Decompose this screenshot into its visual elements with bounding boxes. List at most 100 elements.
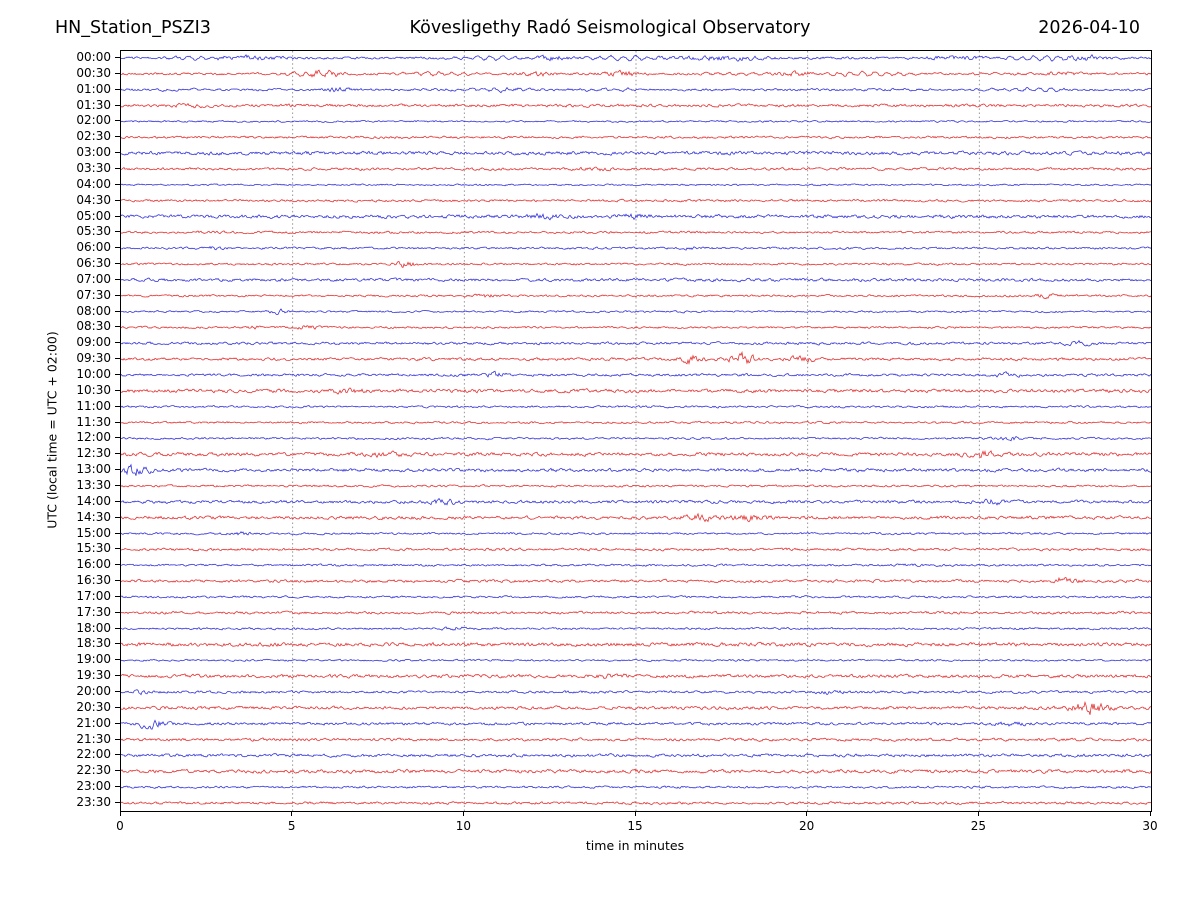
trace-row-2000 [121, 689, 1151, 696]
y-tick-mark [115, 564, 120, 566]
y-tick-mark [115, 532, 120, 534]
y-tick-label-0730: 07:30 [76, 287, 111, 302]
y-tick-label-1200: 12:00 [76, 430, 111, 445]
trace-row-1900 [121, 658, 1151, 662]
x-tick-mark [119, 811, 121, 816]
trace-row-0200 [121, 119, 1151, 123]
y-tick-label-1230: 12:30 [76, 446, 111, 461]
y-tick-label-0000: 00:00 [76, 50, 111, 64]
y-tick-label-1330: 13:30 [76, 477, 111, 492]
y-tick-label-2100: 21:00 [76, 715, 111, 730]
y-tick-label-0330: 03:30 [76, 160, 111, 175]
y-tick-mark [115, 183, 120, 185]
x-tick-mark [291, 811, 293, 816]
y-tick-label-1300: 13:00 [76, 462, 111, 477]
y-tick-label-0630: 06:30 [76, 256, 111, 271]
y-tick-label-2130: 21:30 [76, 731, 111, 746]
x-tick-mark [1149, 811, 1151, 816]
trace-row-1830 [121, 641, 1151, 648]
trace-row-1530 [121, 547, 1151, 552]
x-tick-label-20: 20 [799, 819, 815, 833]
trace-row-0900 [121, 339, 1151, 347]
y-tick-mark [115, 469, 120, 471]
y-tick-mark [115, 548, 120, 550]
y-tick-label-2300: 23:00 [76, 779, 111, 794]
y-tick-mark [115, 247, 120, 249]
y-tick-label-2230: 22:30 [76, 763, 111, 778]
y-tick-label-1400: 14:00 [76, 493, 111, 508]
x-tick-mark [462, 811, 464, 816]
y-tick-label-1000: 10:00 [76, 367, 111, 382]
x-tick-label-25: 25 [970, 819, 986, 833]
y-tick-mark [115, 88, 120, 90]
y-tick-mark [115, 786, 120, 788]
trace-row-1930 [121, 673, 1151, 679]
trace-row-2330 [121, 801, 1151, 805]
trace-row-0400 [121, 183, 1151, 187]
y-tick-label-0800: 08:00 [76, 303, 111, 318]
y-tick-mark [115, 358, 120, 360]
y-tick-label-0230: 02:30 [76, 129, 111, 144]
y-tick-label-0830: 08:30 [76, 319, 111, 334]
y-tick-label-2030: 20:30 [76, 699, 111, 714]
trace-row-1100 [121, 404, 1151, 409]
y-tick-mark [115, 722, 120, 724]
trace-row-2100 [121, 719, 1151, 730]
y-tick-mark [115, 421, 120, 423]
trace-row-0330 [121, 166, 1151, 172]
x-tick-mark [806, 811, 808, 816]
y-tick-mark [115, 675, 120, 677]
y-tick-label-1130: 11:30 [76, 414, 111, 429]
date-title: 2026-04-10 [1038, 18, 1140, 38]
y-tick-mark [115, 643, 120, 645]
y-tick-mark [115, 310, 120, 312]
y-tick-mark [115, 231, 120, 233]
plot-area [120, 50, 1152, 812]
y-tick-label-1530: 15:30 [76, 541, 111, 556]
y-tick-mark [115, 706, 120, 708]
y-tick-label-1630: 16:30 [76, 573, 111, 588]
y-tick-mark [115, 199, 120, 201]
trace-row-1700 [121, 595, 1151, 599]
trace-row-0500 [121, 212, 1151, 221]
trace-row-0530 [121, 230, 1151, 235]
y-tick-label-1100: 11:00 [76, 398, 111, 413]
y-tick-label-0600: 06:00 [76, 240, 111, 255]
x-tick-label-5: 5 [287, 819, 296, 833]
y-tick-mark [115, 326, 120, 328]
y-tick-mark [115, 152, 120, 154]
x-tick-mark [977, 811, 979, 816]
y-tick-label-0530: 05:30 [76, 224, 111, 239]
y-tick-label-2330: 23:30 [76, 795, 111, 809]
y-tick-mark [115, 627, 120, 629]
y-tick-label-0300: 03:00 [76, 145, 111, 160]
y-tick-mark [115, 294, 120, 296]
trace-row-1730 [121, 610, 1151, 615]
y-tick-mark [115, 405, 120, 407]
y-tick-label-1430: 14:30 [76, 509, 111, 524]
y-tick-label-2200: 22:00 [76, 747, 111, 762]
y-tick-mark [115, 215, 120, 217]
trace-row-0700 [121, 277, 1151, 283]
trace-row-0600 [121, 245, 1151, 251]
trace-row-1330 [121, 484, 1151, 488]
trace-row-0630 [121, 261, 1151, 268]
y-tick-mark [115, 484, 120, 486]
y-tick-mark [115, 104, 120, 106]
y-tick-mark [115, 754, 120, 756]
y-tick-label-0400: 04:00 [76, 176, 111, 191]
trace-row-1200 [121, 435, 1151, 442]
y-tick-mark [115, 389, 120, 391]
trace-row-1500 [121, 531, 1151, 536]
trace-row-0930 [121, 350, 1151, 366]
y-tick-mark [115, 437, 120, 439]
y-tick-label-0100: 01:00 [76, 81, 111, 96]
trace-row-1030 [121, 387, 1151, 395]
y-tick-mark [115, 595, 120, 597]
trace-row-1000 [121, 370, 1151, 378]
y-tick-mark [115, 738, 120, 740]
trace-row-1130 [121, 420, 1151, 425]
y-tick-label-0430: 04:30 [76, 192, 111, 207]
trace-row-2230 [121, 768, 1151, 775]
